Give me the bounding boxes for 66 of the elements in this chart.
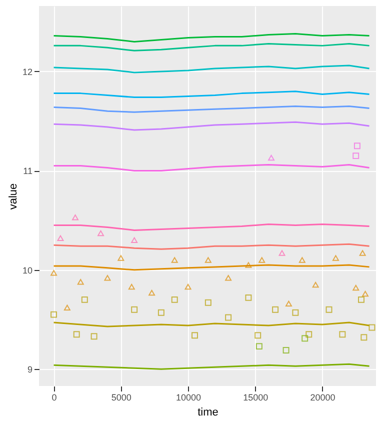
x-tick-label: 15000 <box>243 392 268 402</box>
x-axis-title: time <box>198 406 218 418</box>
point <box>285 300 292 307</box>
point <box>302 335 308 342</box>
point <box>184 284 192 290</box>
y-tick-label: 11 <box>23 166 32 176</box>
point <box>360 334 368 341</box>
point <box>362 290 368 297</box>
point <box>73 331 80 338</box>
point <box>332 255 339 261</box>
point <box>268 154 275 161</box>
point <box>72 214 78 220</box>
point <box>359 250 366 256</box>
point <box>118 255 124 261</box>
line-series <box>53 42 370 52</box>
point <box>352 284 360 291</box>
point <box>282 347 290 354</box>
point <box>306 331 312 338</box>
point <box>98 230 104 236</box>
line-series <box>53 33 370 42</box>
point <box>292 309 299 316</box>
x-tick-label: 0 <box>52 392 57 402</box>
y-axis-title: value <box>7 183 20 210</box>
point <box>354 142 360 150</box>
point <box>204 257 212 263</box>
point <box>358 296 364 303</box>
point <box>326 306 332 313</box>
line-series <box>53 121 370 131</box>
point <box>171 257 178 263</box>
point <box>245 262 252 268</box>
point <box>131 237 138 244</box>
y-tick-label: 12 <box>22 66 32 77</box>
point <box>254 332 262 339</box>
point <box>131 306 138 313</box>
point <box>90 333 98 340</box>
point <box>50 311 58 318</box>
point <box>312 282 319 288</box>
point <box>50 270 58 276</box>
point <box>256 343 262 350</box>
point <box>258 257 266 263</box>
point <box>245 294 252 301</box>
point <box>339 331 346 338</box>
point <box>278 250 286 256</box>
point <box>81 296 88 303</box>
line-series <box>53 64 370 74</box>
point <box>64 304 70 310</box>
y-tick-label: 10 <box>22 265 32 276</box>
point <box>204 299 212 306</box>
point <box>272 306 279 313</box>
point <box>171 296 178 303</box>
x-tick-label: 5000 <box>111 392 132 402</box>
point <box>158 309 164 316</box>
point <box>225 274 232 281</box>
point <box>368 324 376 331</box>
x-tick-label: 20000 <box>310 392 336 402</box>
point <box>148 290 156 296</box>
point <box>298 257 306 263</box>
point <box>225 314 232 321</box>
point <box>128 284 135 290</box>
point <box>192 332 198 339</box>
y-tick-label: 9 <box>27 364 32 375</box>
point <box>104 274 111 281</box>
point <box>77 278 84 285</box>
point <box>352 152 360 160</box>
x-tick-label: 10000 <box>176 392 202 402</box>
point <box>57 235 64 242</box>
